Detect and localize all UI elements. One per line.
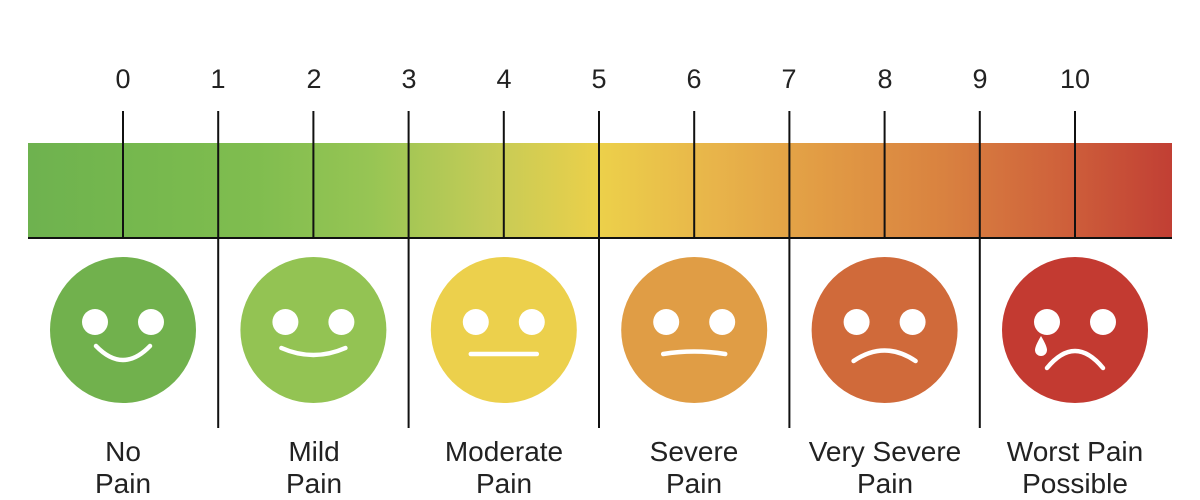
label-no-pain: No Pain: [33, 436, 213, 500]
label-line-2: Possible: [1022, 468, 1128, 499]
scale-number-0: 0: [115, 64, 131, 94]
label-line-2: Pain: [665, 468, 723, 499]
tear-drop-icon: [1035, 336, 1047, 356]
left-eye: [1034, 309, 1060, 335]
crying-face-icon: [1002, 257, 1148, 403]
left-eye: [843, 309, 870, 335]
label-line-1: Mild: [288, 436, 340, 467]
left-eye: [272, 309, 299, 335]
right-eye: [518, 309, 545, 335]
uneasy-face-icon: [621, 257, 768, 403]
face-circle: [811, 257, 958, 403]
right-eye: [328, 309, 355, 335]
label-severe-pain: Severe Pain: [604, 436, 784, 500]
right-eye: [709, 309, 736, 335]
face-circle: [621, 257, 768, 403]
label-line-1: Very Severe: [808, 436, 962, 467]
right-eye: [1090, 309, 1116, 335]
face-circle: [240, 257, 387, 403]
mouth: [1044, 348, 1106, 371]
scale-number-8: 8: [877, 64, 893, 94]
label-line-1: Worst Pain: [1006, 436, 1144, 467]
label-moderate-pain: Moderate Pain: [414, 436, 594, 500]
label-line-2: Pain: [94, 468, 152, 499]
label-line-1: Moderate: [444, 436, 564, 467]
label-line-2: Pain: [475, 468, 533, 499]
mouth: [279, 345, 348, 358]
face-circle: [1002, 257, 1148, 403]
mouth: [93, 343, 153, 363]
left-eye: [653, 309, 680, 335]
right-eye: [899, 309, 926, 335]
mouth: [660, 349, 728, 357]
neutral-face-icon: [430, 257, 577, 403]
scale-number-4: 4: [496, 64, 512, 94]
mouth: [851, 348, 918, 364]
left-eye: [82, 309, 108, 335]
label-line-1: Severe: [649, 436, 739, 467]
label-mild-pain: Mild Pain: [224, 436, 404, 500]
right-eye: [138, 309, 164, 335]
scale-number-3: 3: [401, 64, 417, 94]
face-circle: [430, 257, 577, 403]
label-line-2: Pain: [856, 468, 914, 499]
label-line-2: Pain: [285, 468, 343, 499]
sad-face-icon: [811, 257, 958, 403]
smiling-face-icon: [240, 257, 387, 403]
label-line-1: No: [105, 436, 141, 467]
label-very-severe-pain: Very Severe Pain: [795, 436, 975, 500]
scale-number-5: 5: [591, 64, 607, 94]
scale-number-7: 7: [781, 64, 797, 94]
face-circle: [50, 257, 196, 403]
scale-number-2: 2: [306, 64, 322, 94]
scale-number-1: 1: [210, 64, 226, 94]
left-eye: [462, 309, 489, 335]
happy-face-icon: [50, 257, 196, 403]
scale-number-6: 6: [686, 64, 702, 94]
scale-number-10: 10: [1059, 64, 1091, 94]
scale-number-9: 9: [972, 64, 988, 94]
label-worst-pain-possible: Worst Pain Possible: [985, 436, 1165, 500]
